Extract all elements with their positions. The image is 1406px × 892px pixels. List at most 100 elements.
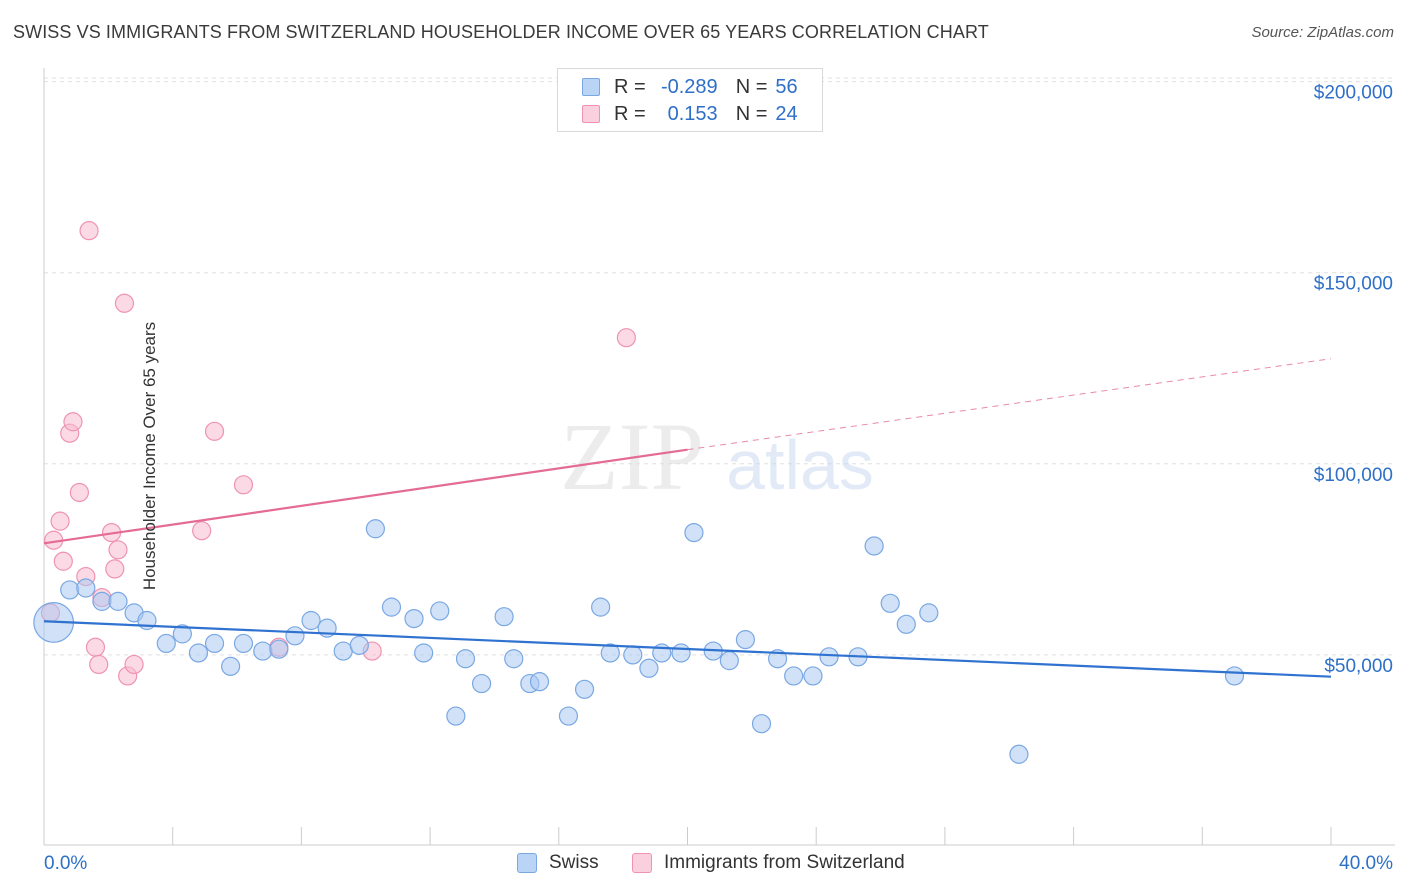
point-immigrants [53,551,73,571]
point-swiss [188,643,209,663]
legend-row-immigrants: R = 0.153 N = 24 [582,101,798,127]
y-tick-label: $100,000 [1314,465,1393,486]
point-swiss [819,647,839,667]
point-swiss [735,630,756,650]
point-swiss [455,649,476,669]
point-immigrants [616,328,636,348]
r-label: R = [614,75,646,98]
legend-item-immigrants: Immigrants from Switzerland [632,852,905,874]
x-tick-label: 40.0% [1339,853,1393,874]
point-immigrants [79,221,99,241]
point-swiss [803,666,823,686]
point-swiss [60,580,80,600]
point-swiss [76,578,96,598]
n-value: 56 [775,75,798,98]
point-immigrants [114,293,135,313]
point-swiss [285,626,305,646]
watermark-zip: ZIP [560,403,704,510]
point-swiss [864,536,884,556]
trend-line-immigrants-extension [687,358,1332,451]
point-swiss [504,649,524,669]
point-swiss [471,673,492,694]
legend-row-swiss: R = -0.289 N = 56 [582,74,798,100]
point-swiss [172,624,192,644]
r-label: R = [614,102,646,125]
point-swiss [494,607,514,627]
series-legend: Swiss Immigrants from Switzerland [0,852,1406,878]
point-swiss [558,706,579,726]
point-swiss [671,643,691,663]
point-immigrants [233,475,254,495]
point-swiss [639,658,659,678]
point-swiss [430,601,450,621]
point-swiss [574,679,595,699]
point-immigrants [69,482,89,503]
legend-swatch-swiss [517,853,537,873]
point-swiss [784,666,804,686]
point-swiss [1009,744,1029,764]
point-swiss [253,641,273,661]
point-swiss [684,522,704,543]
point-swiss [896,614,916,634]
point-swiss [92,591,112,611]
trend-lines [43,358,1332,678]
point-swiss [919,603,939,623]
legend-label-swiss: Swiss [549,852,599,873]
x-tick-label: 0.0% [44,853,87,874]
point-swiss [108,591,128,611]
n-label: N = [735,75,768,98]
point-swiss [301,610,321,631]
point-swiss [751,714,772,734]
watermark-atlas: atlas [726,426,874,504]
series-swiss [33,519,1245,764]
trend-line-immigrants [43,448,688,545]
point-swiss [591,597,611,617]
point-immigrants [204,421,225,441]
y-tick-label: $200,000 [1314,83,1393,104]
r-value: -0.289 [660,75,718,98]
point-swiss [719,651,739,671]
chart-source: Source: ZipAtlas.com [1251,24,1394,41]
chart-title: SWISS VS IMMIGRANTS FROM SWITZERLAND HOU… [13,22,989,42]
point-swiss [221,656,241,676]
point-swiss [623,645,643,665]
point-swiss [446,706,466,726]
watermark: ZIP atlas [560,403,874,510]
point-immigrants [105,559,125,579]
point-swiss [365,519,386,539]
point-swiss [333,641,353,661]
point-swiss [880,593,900,613]
point-swiss [404,608,424,629]
point-swiss [529,672,550,692]
n-label: N = [735,102,768,125]
swatch-swiss [582,78,600,96]
point-swiss [414,643,434,663]
y-tick-label: $150,000 [1314,274,1393,295]
legend-label-immigrants: Immigrants from Switzerland [664,852,905,873]
point-immigrants [89,654,109,675]
y-tick-label: $50,000 [1324,656,1393,677]
point-swiss [381,597,402,617]
axes [43,68,1395,846]
trend-line-swiss [43,620,1332,678]
swatch-immigrants [582,105,600,123]
point-immigrants [192,521,212,541]
legend-swatch-immigrants [632,853,652,873]
n-value: 24 [775,102,798,125]
tick-labels: $50,000 $100,000 $150,000 $200,000 0.0% 40.0% [44,83,1393,874]
point-immigrants [63,412,83,432]
point-swiss [1224,666,1245,686]
grid-lines [44,77,1395,656]
point-immigrants [108,540,128,560]
point-swiss [233,633,254,654]
y-axis-label: Householder Income Over 65 years [140,321,160,591]
correlation-legend: R = -0.289 N = 56 R = 0.153 N = 24 [557,68,823,132]
point-swiss [269,639,289,659]
point-swiss [204,633,225,654]
point-swiss [156,633,176,654]
point-immigrants [50,511,70,531]
point-swiss [767,649,788,669]
legend-item-swiss: Swiss [517,852,599,874]
point-immigrants [85,637,106,657]
